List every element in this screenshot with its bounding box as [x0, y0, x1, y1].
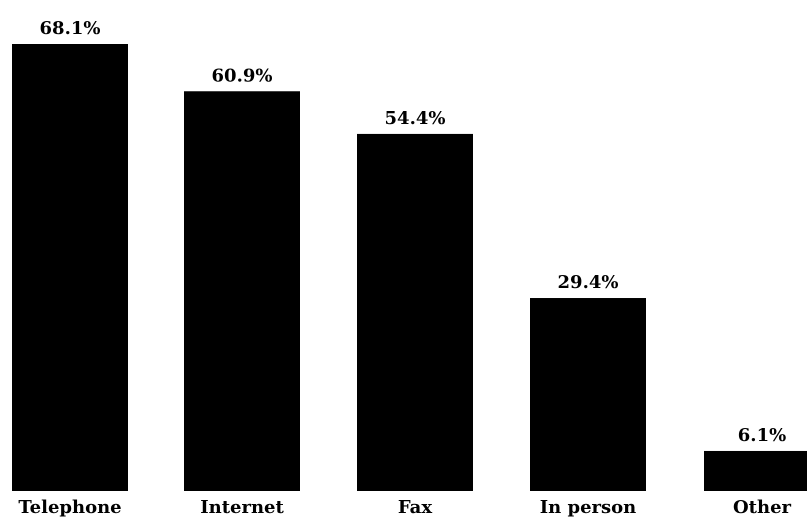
value-label-other: 6.1% — [738, 425, 786, 446]
bar-in-person — [530, 298, 646, 491]
category-label-in-person: In person — [540, 497, 637, 518]
value-label-telephone: 68.1% — [40, 18, 101, 39]
bar-fax — [357, 133, 473, 491]
value-label-internet: 60.9% — [212, 65, 273, 86]
category-label-telephone: Telephone — [18, 497, 121, 518]
value-label-fax: 54.4% — [385, 108, 446, 129]
category-label-fax: Fax — [398, 497, 432, 518]
bar-telephone — [12, 44, 128, 491]
category-label-other: Other — [733, 497, 792, 518]
bar-internet — [184, 91, 300, 491]
bar-other — [704, 450, 807, 491]
category-label-internet: Internet — [200, 497, 284, 518]
value-label-in-person: 29.4% — [558, 272, 619, 293]
